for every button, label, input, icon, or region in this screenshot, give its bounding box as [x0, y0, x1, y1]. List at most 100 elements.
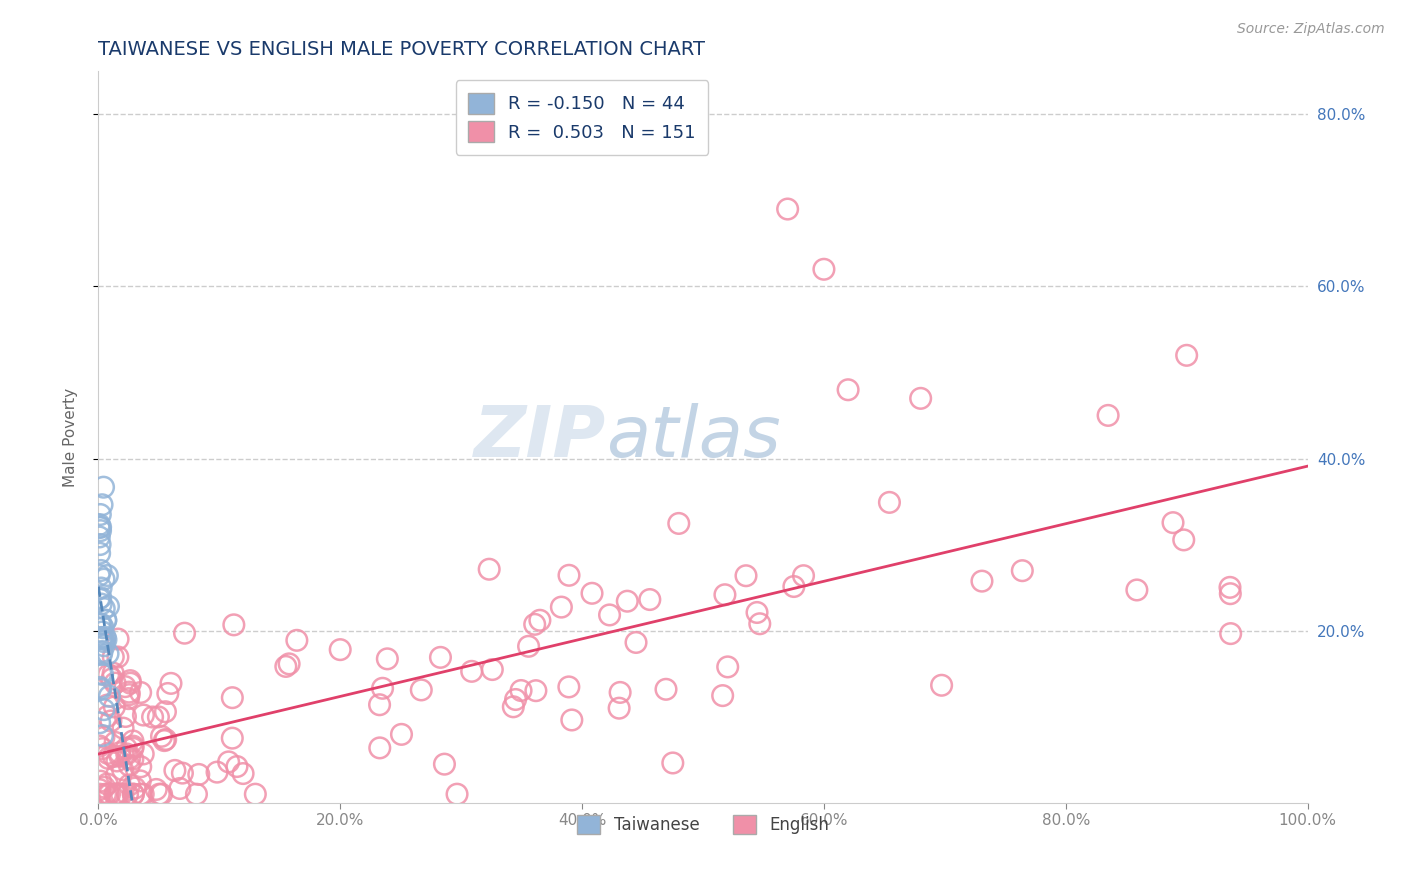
Point: [89, 520, 111, 534]
Point: [624, 635, 647, 649]
Point: [1161, 516, 1184, 530]
Point: [118, 778, 141, 792]
Point: [122, 787, 145, 801]
Point: [93, 572, 115, 586]
Point: [122, 787, 145, 801]
Point: [609, 685, 631, 699]
Point: [103, 749, 125, 764]
Point: [89, 774, 111, 789]
Point: [1097, 409, 1119, 423]
Point: [561, 713, 583, 727]
Point: [792, 568, 814, 582]
Point: [232, 766, 254, 780]
Point: [108, 749, 131, 764]
Point: [132, 708, 155, 723]
Point: [433, 757, 456, 772]
Point: [90, 564, 112, 578]
Point: [142, 710, 165, 724]
Point: [89, 508, 111, 522]
Point: [155, 705, 177, 719]
Point: [460, 665, 482, 679]
Point: [118, 688, 141, 702]
Text: Source: ZipAtlas.com: Source: ZipAtlas.com: [1237, 22, 1385, 37]
Point: [148, 787, 170, 801]
Point: [163, 764, 186, 778]
Point: [121, 752, 143, 766]
Point: [150, 787, 173, 801]
Point: [132, 747, 155, 761]
Point: [115, 741, 138, 756]
Point: [221, 731, 243, 746]
Point: [94, 632, 117, 647]
Point: [278, 657, 301, 671]
Point: [97, 747, 120, 761]
Point: [101, 666, 124, 681]
Point: [129, 787, 152, 801]
Point: [717, 660, 740, 674]
Point: [96, 777, 118, 791]
Point: [97, 787, 120, 801]
Point: [285, 633, 308, 648]
Point: [89, 591, 111, 606]
Point: [524, 683, 547, 698]
Point: [529, 613, 551, 627]
Point: [205, 765, 228, 780]
Point: [89, 568, 111, 582]
Point: [91, 621, 114, 635]
Point: [105, 787, 128, 801]
Point: [879, 495, 901, 509]
Point: [129, 760, 152, 774]
Point: [1219, 587, 1241, 601]
Point: [93, 703, 115, 717]
Point: [90, 520, 112, 534]
Point: [502, 699, 524, 714]
Point: [107, 632, 129, 646]
Point: [97, 647, 120, 661]
Point: [156, 686, 179, 700]
Point: [222, 617, 245, 632]
Point: [745, 606, 768, 620]
Point: [96, 698, 118, 712]
Point: [89, 517, 111, 532]
Point: [1173, 533, 1195, 547]
Point: [96, 568, 118, 582]
Point: [91, 498, 114, 512]
Point: [160, 676, 183, 690]
Point: [90, 682, 112, 697]
Point: [91, 632, 114, 646]
Point: [155, 732, 177, 747]
Text: ZIP: ZIP: [474, 402, 606, 472]
Point: [446, 787, 468, 801]
Point: [112, 721, 135, 735]
Point: [245, 787, 267, 801]
Point: [89, 530, 111, 544]
Point: [148, 710, 170, 724]
Point: [186, 787, 208, 801]
Point: [117, 787, 139, 801]
Point: [711, 689, 734, 703]
Point: [93, 634, 115, 648]
Point: [93, 639, 115, 653]
Point: [118, 751, 141, 765]
Point: [129, 773, 152, 788]
Point: [111, 763, 134, 777]
Point: [662, 756, 685, 770]
Point: [90, 591, 112, 605]
Point: [1126, 582, 1149, 597]
Point: [90, 648, 112, 662]
Point: [638, 592, 661, 607]
Point: [105, 768, 128, 782]
Point: [90, 524, 112, 538]
Point: [910, 392, 932, 406]
Point: [371, 681, 394, 696]
Point: [93, 480, 115, 494]
Point: [110, 787, 132, 801]
Point: [391, 727, 413, 741]
Point: [368, 698, 391, 712]
Point: [668, 516, 690, 531]
Point: [714, 588, 737, 602]
Point: [970, 574, 993, 588]
Point: [97, 599, 120, 614]
Text: TAIWANESE VS ENGLISH MALE POVERTY CORRELATION CHART: TAIWANESE VS ENGLISH MALE POVERTY CORREL…: [98, 39, 706, 59]
Point: [599, 607, 621, 622]
